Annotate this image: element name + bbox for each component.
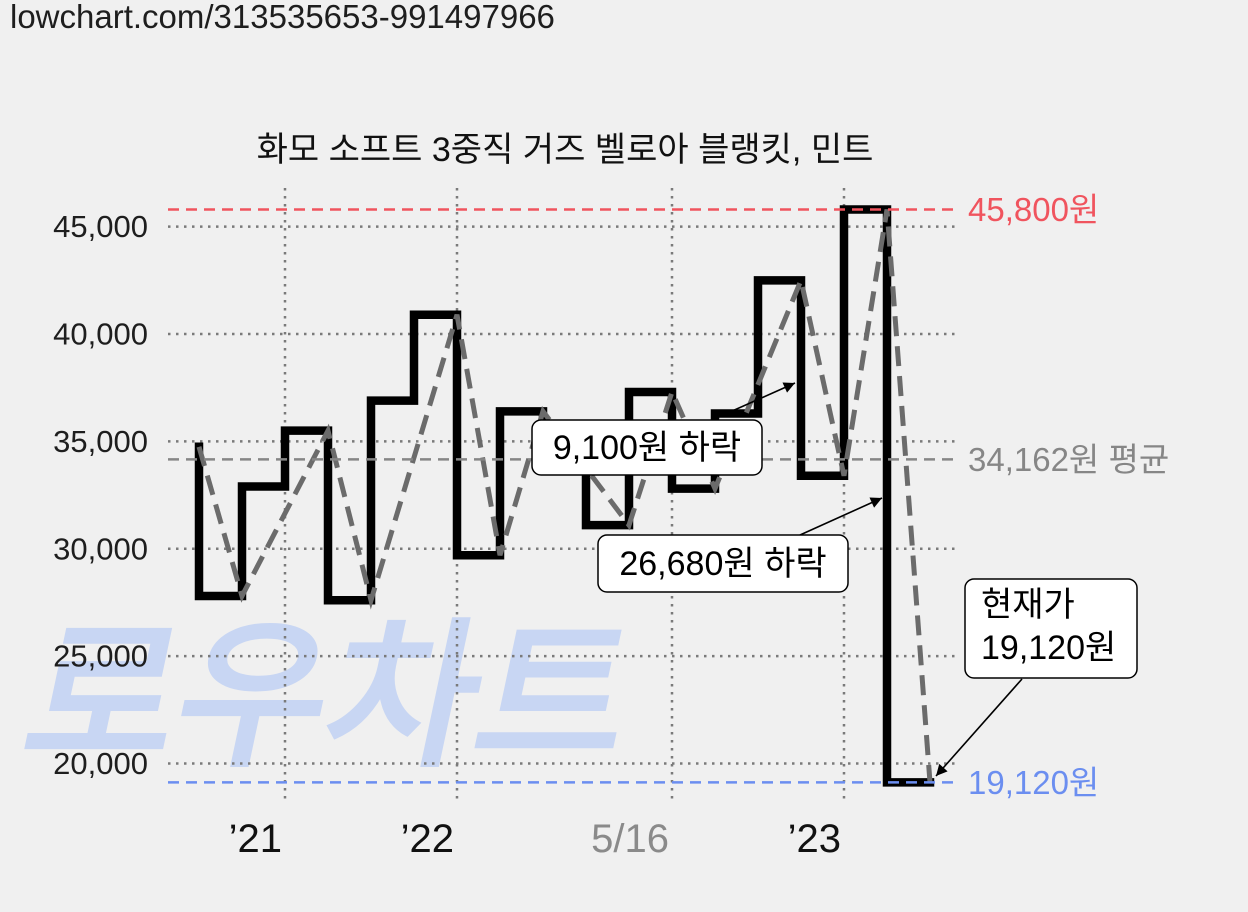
reference-lines: 45,800원 34,162원 평균 19,120원 [168, 191, 1169, 801]
y-tick-label: 40,000 [53, 317, 148, 352]
annotation-drop-recent: 9,100원 하락 [531, 382, 796, 476]
x-axis-labels: ’21 ’22 5/16 ’23 [229, 817, 841, 861]
x-tick-label: ’21 [229, 817, 282, 861]
annotation-box [531, 419, 763, 476]
average-reference-label: 34,162원 평균 [968, 441, 1169, 478]
y-tick-label: 30,000 [53, 531, 148, 566]
y-tick-label: 20,000 [53, 746, 148, 781]
annotation-text-line: 현재가 [981, 586, 1075, 624]
annotation-arrow [935, 678, 1023, 777]
annotation-current-price: 현재가 19,120원 [935, 578, 1138, 777]
y-tick-label: 45,000 [53, 209, 148, 244]
x-tick-label: 5/16 [591, 817, 669, 861]
chart-title: 화모 소프트 3중직 거즈 벨로아 블랭킷, 민트 [257, 131, 874, 169]
source-url: lowchart.com/313535653-991497966 [10, 0, 555, 35]
max-reference-label: 45,800원 [968, 191, 1099, 228]
y-tick-label: 25,000 [53, 639, 148, 674]
annotation-arrow [799, 497, 883, 536]
annotation-text: 9,100원 하락 [553, 429, 741, 467]
min-reference-label: 19,120원 [968, 764, 1099, 801]
annotation-drop-total: 26,680원 하락 [597, 497, 883, 593]
annotation-arrow [711, 382, 796, 421]
x-tick-label: ’23 [788, 817, 841, 861]
y-tick-label: 35,000 [53, 424, 148, 459]
y-axis-labels: 45,000 40,000 35,000 30,000 25,000 20,000 [53, 209, 148, 781]
annotation-text-line: 19,120원 [981, 629, 1116, 667]
annotation-box [964, 578, 1138, 679]
x-tick-label: ’22 [401, 817, 454, 861]
watermark-logo: 로우차트 [10, 605, 650, 791]
annotation-text: 26,680원 하락 [619, 545, 826, 583]
annotation-box [597, 534, 849, 593]
